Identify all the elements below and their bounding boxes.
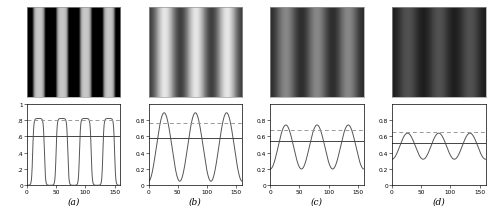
X-axis label: (d): (d) [432,196,445,205]
X-axis label: (c): (c) [311,196,323,205]
X-axis label: (b): (b) [189,196,202,205]
X-axis label: (a): (a) [67,196,80,205]
